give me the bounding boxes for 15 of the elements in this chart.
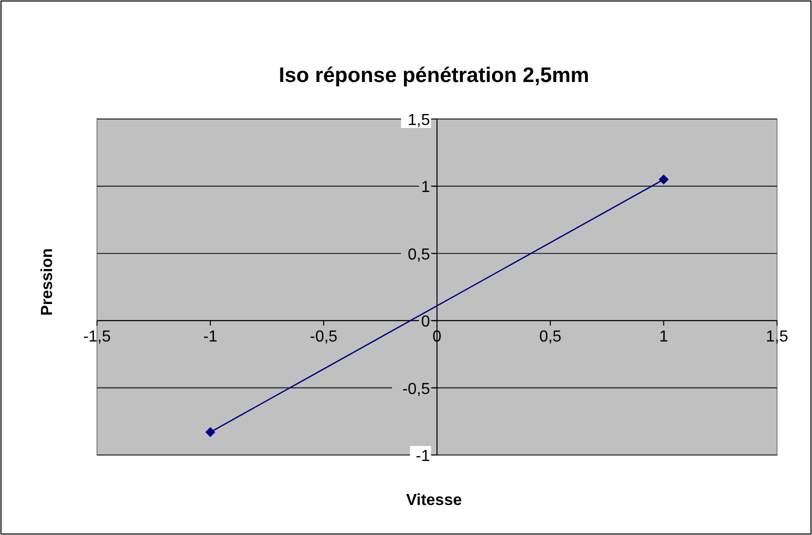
x-tick-label: 0,5 — [539, 328, 562, 346]
y-tick-label: 1 — [421, 179, 430, 196]
x-tick-label: -0,5 — [310, 328, 338, 346]
y-tick-label: 1,5 — [408, 112, 430, 129]
x-tick-label: -1,5 — [83, 328, 111, 346]
y-tick-label: -1 — [416, 448, 430, 465]
y-tick-label: 0,5 — [408, 246, 430, 264]
y-tick-label: 0 — [421, 314, 430, 331]
x-tick-label: 1,5 — [766, 328, 788, 346]
x-axis-title: Vitesse — [406, 492, 462, 509]
x-tick-label: 1 — [659, 328, 668, 346]
y-tick-label: -0,5 — [402, 380, 430, 398]
y-axis-title: Pression — [39, 248, 56, 316]
x-tick-label: -1 — [203, 328, 218, 346]
chart-title: Iso réponse pénétration 2,5mm — [278, 64, 590, 87]
